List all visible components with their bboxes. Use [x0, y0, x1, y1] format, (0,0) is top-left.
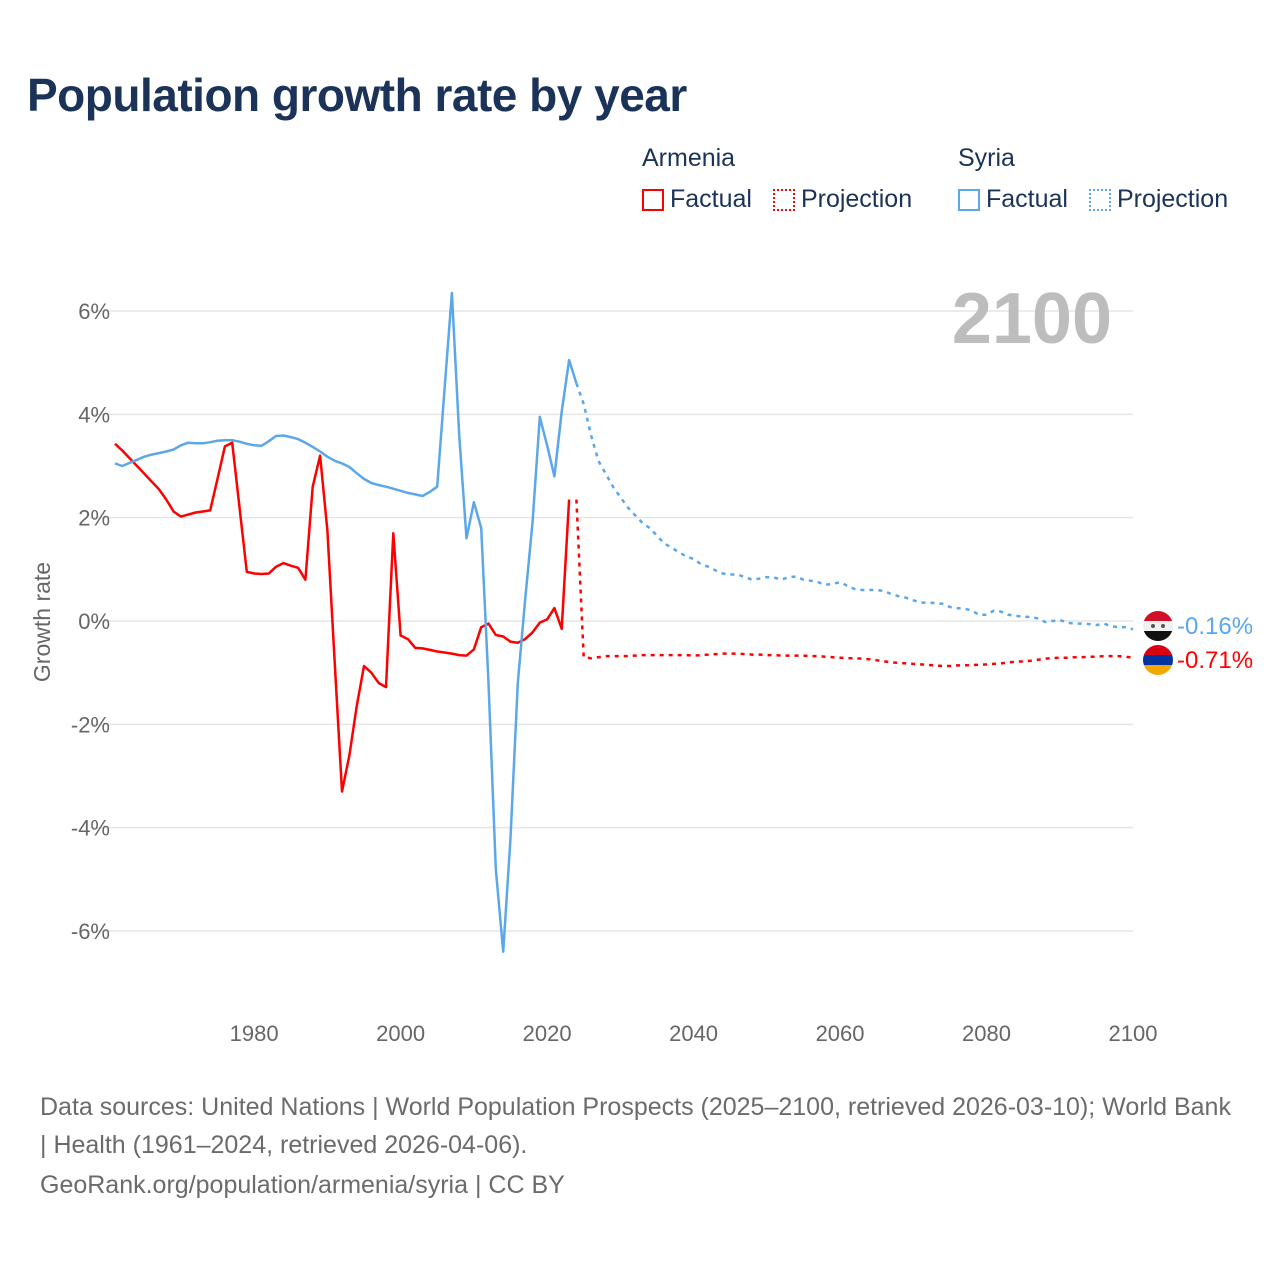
x-tick-label: 2000 [376, 1021, 425, 1046]
legend-label: Projection [800, 185, 913, 213]
legend-label: Factual [986, 185, 1068, 213]
data-sources: Data sources: United Nations | World Pop… [40, 1093, 1231, 1159]
legend-country-syria: Syria [958, 144, 1015, 172]
legend-syria-factual[interactable]: Factual [958, 185, 1068, 214]
legend-country-armenia: Armenia [642, 144, 736, 172]
chart-title: Population growth rate by year [27, 69, 687, 121]
armenia-projection-line [575, 499, 1134, 668]
x-tick-label: 2080 [962, 1021, 1011, 1046]
y-tick-label: 6% [78, 299, 110, 324]
footer: Data sources: United Nations | World Pop… [40, 1088, 1240, 1206]
legend-armenia: Armenia Factual Projection [642, 144, 926, 218]
dotted-swatch-icon [1088, 188, 1111, 211]
y-tick-label: -4% [71, 816, 110, 841]
y-tick-label: -2% [71, 712, 110, 737]
x-tick-label: 2040 [669, 1021, 718, 1046]
armenia-flag-icon [1143, 645, 1173, 675]
y-tick-label: -6% [71, 919, 110, 944]
syria-projection-line [575, 382, 1134, 631]
legend-syria-projection[interactable]: Projection [1088, 185, 1229, 214]
syria-flag-icon [1143, 611, 1173, 641]
year-watermark: 2100 [952, 279, 1112, 359]
solid-swatch-icon [642, 188, 664, 211]
legend-armenia-factual[interactable]: Factual [642, 185, 752, 214]
armenia-end-label: -0.71% [1177, 647, 1253, 674]
syria-end-label: -0.16% [1177, 613, 1253, 640]
syria-factual-line [114, 291, 578, 953]
y-tick-label: 2% [78, 506, 110, 531]
solid-swatch-icon [958, 188, 980, 211]
legend-label: Factual [670, 185, 752, 213]
y-tick-label: 4% [78, 402, 110, 427]
x-tick-label: 2100 [1109, 1021, 1158, 1046]
line-chart: 6% 4% 2% 0% -2% -4% -6% 1980 2000 2020 2040 2060 208… [29, 279, 1253, 1046]
credit-link[interactable]: GeoRank.org/population/armenia/syria | C… [40, 1171, 565, 1199]
y-axis-label: Growth rate [29, 562, 55, 682]
dotted-swatch-icon [772, 188, 795, 211]
legend-label: Projection [1116, 185, 1229, 213]
armenia-factual-line [114, 441, 571, 793]
y-tick-label: 0% [78, 609, 110, 634]
legend-syria: Syria Factual Projection [958, 144, 1228, 218]
x-tick-label: 2060 [816, 1021, 865, 1046]
x-tick-label: 1980 [230, 1021, 279, 1046]
x-tick-label: 2020 [523, 1021, 572, 1046]
legend-armenia-projection[interactable]: Projection [772, 185, 913, 214]
